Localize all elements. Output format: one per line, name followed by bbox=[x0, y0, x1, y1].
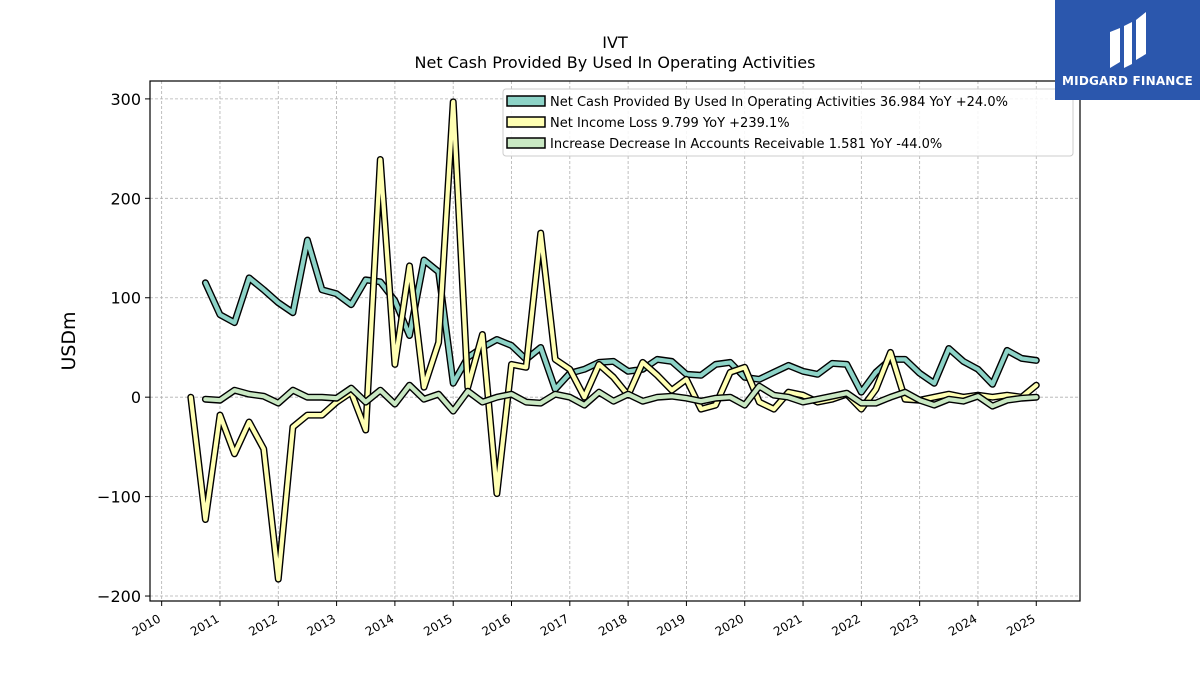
grid-lines bbox=[150, 81, 1080, 601]
logo-mark-icon bbox=[1109, 12, 1146, 68]
x-tick-label: 2012 bbox=[246, 611, 279, 638]
x-tick-label: 2023 bbox=[888, 611, 921, 638]
x-tick-label: 2015 bbox=[421, 611, 454, 638]
legend-swatch bbox=[506, 116, 546, 128]
legend: Net Cash Provided By Used In Operating A… bbox=[502, 88, 1074, 157]
y-tick-label: 200 bbox=[110, 189, 141, 208]
y-tick-label: −100 bbox=[97, 488, 141, 507]
y-tick-label: 0 bbox=[131, 388, 141, 407]
x-tick-label: 2010 bbox=[130, 611, 163, 638]
x-tick-label: 2025 bbox=[1004, 611, 1037, 638]
chart-subtitle: Net Cash Provided By Used In Operating A… bbox=[415, 53, 816, 72]
x-tick-label: 2017 bbox=[538, 611, 571, 638]
x-tick-label: 2019 bbox=[654, 611, 687, 638]
x-tick-label: 2011 bbox=[188, 611, 221, 638]
series-2 bbox=[187, 98, 1040, 583]
midgard-finance-logo: MIDGARD FINANCE bbox=[1055, 0, 1200, 100]
series-1 bbox=[201, 236, 1040, 396]
series-line bbox=[188, 99, 1039, 582]
series-outline bbox=[201, 236, 1040, 396]
chart-title: IVT bbox=[602, 33, 628, 52]
legend-label: Net Cash Provided By Used In Operating A… bbox=[550, 95, 1008, 110]
y-axis-label: USDm bbox=[58, 311, 80, 370]
x-tick-label: 2020 bbox=[713, 611, 746, 638]
y-tick-label: 300 bbox=[110, 90, 141, 109]
x-tick-label: 2018 bbox=[596, 611, 629, 638]
y-tick-label: 100 bbox=[110, 289, 141, 308]
series-line bbox=[203, 238, 1039, 395]
legend-swatch bbox=[506, 137, 546, 149]
plot-frame bbox=[149, 80, 1081, 602]
x-tick-label: 2014 bbox=[363, 611, 396, 638]
x-tick-label: 2013 bbox=[305, 611, 338, 638]
y-tick-label: −200 bbox=[97, 587, 141, 606]
x-tick-label: 2016 bbox=[480, 611, 513, 638]
series-outline bbox=[187, 98, 1040, 583]
logo-text: MIDGARD FINANCE bbox=[1062, 74, 1193, 88]
legend-label: Net Income Loss 9.799 YoY +239.1% bbox=[550, 116, 790, 131]
series-layer bbox=[187, 98, 1040, 583]
legend-label: Increase Decrease In Accounts Receivable… bbox=[550, 137, 942, 152]
legend-box bbox=[502, 88, 1074, 157]
x-tick-label: 2024 bbox=[946, 611, 979, 638]
series-line bbox=[203, 383, 1039, 414]
series-3 bbox=[201, 381, 1040, 415]
x-tick-label: 2021 bbox=[771, 611, 804, 638]
legend-swatch bbox=[506, 95, 546, 107]
x-tick-label: 2022 bbox=[829, 611, 862, 638]
